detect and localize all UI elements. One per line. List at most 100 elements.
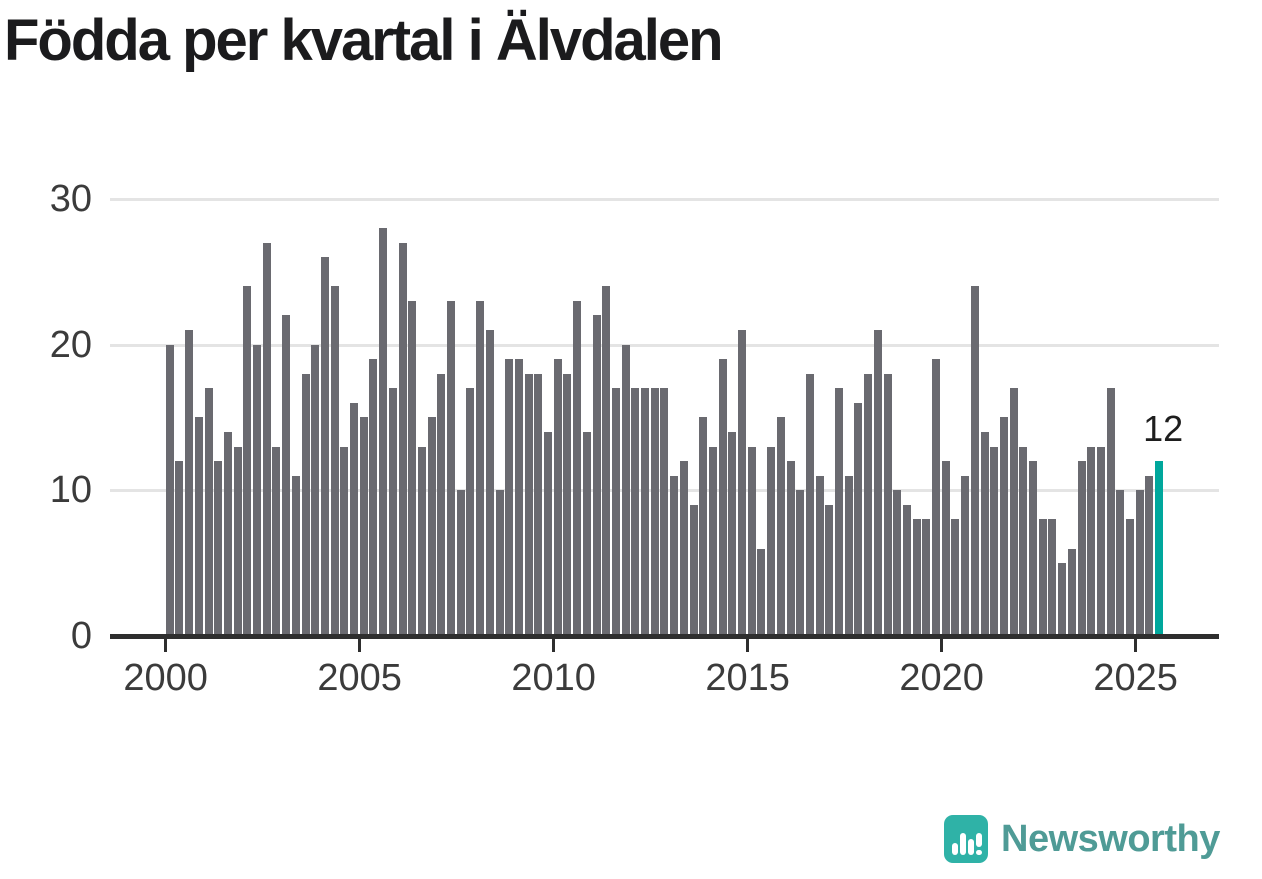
bar	[330, 286, 339, 636]
bar	[253, 344, 261, 636]
bar	[282, 315, 291, 636]
x-axis-tick-label: 2020	[899, 657, 984, 699]
bar	[1029, 461, 1037, 636]
bar	[388, 388, 397, 636]
bar	[1096, 446, 1105, 636]
newsworthy-logo[interactable]: Newsworthy	[944, 812, 1220, 866]
bar	[805, 373, 814, 636]
bar	[1048, 519, 1057, 636]
bar	[776, 417, 785, 636]
x-axis-tick-label: 2015	[705, 657, 790, 699]
bar	[175, 461, 184, 636]
bar	[757, 548, 766, 636]
bar	[679, 461, 688, 636]
bar	[214, 461, 223, 636]
chart-title: Födda per kvartal i Älvdalen	[4, 8, 724, 73]
bar	[932, 359, 940, 636]
bar	[990, 446, 999, 636]
y-axis-tick-label: 10	[49, 469, 92, 512]
bar	[1058, 563, 1067, 636]
bar	[970, 286, 979, 636]
bar	[544, 431, 552, 636]
bar	[1009, 388, 1018, 636]
bar	[922, 519, 931, 636]
bar	[747, 446, 756, 636]
bar	[641, 388, 649, 636]
bar	[912, 519, 921, 636]
bar	[447, 300, 455, 636]
bar	[1116, 490, 1125, 636]
y-gridline	[110, 197, 1219, 201]
bar	[699, 417, 708, 636]
bar	[272, 446, 281, 636]
bar	[534, 373, 543, 636]
x-axis-tick-label: 2025	[1093, 657, 1178, 699]
bar	[398, 242, 407, 636]
bar	[485, 329, 494, 636]
x-axis-tick-label: 2005	[317, 657, 402, 699]
bar	[563, 373, 572, 636]
bar	[1067, 548, 1076, 636]
x-axis-tick-mark	[164, 639, 168, 652]
bar	[592, 315, 601, 636]
bar	[844, 475, 853, 636]
bar	[369, 359, 378, 636]
bar	[359, 417, 368, 636]
x-axis-tick-mark	[552, 639, 556, 652]
x-axis-tick-label: 2000	[123, 657, 208, 699]
bar-chart-logo-icon	[944, 815, 988, 863]
bar	[514, 359, 523, 636]
bar	[194, 417, 203, 636]
bar	[456, 490, 465, 636]
y-axis-tick-label: 20	[49, 323, 92, 366]
bar	[873, 329, 882, 636]
bar	[718, 359, 727, 636]
bar	[204, 388, 213, 636]
bar	[650, 388, 659, 636]
bar	[233, 446, 242, 636]
bar	[1077, 461, 1086, 636]
bar	[738, 329, 746, 636]
bar	[825, 504, 834, 636]
bar	[301, 373, 310, 636]
bar	[815, 475, 824, 636]
bar	[379, 227, 388, 636]
bar	[796, 490, 805, 636]
y-axis-tick-label: 30	[49, 177, 92, 220]
bar	[1087, 446, 1096, 636]
bar	[864, 373, 873, 636]
x-axis-tick-mark	[746, 639, 750, 652]
bar	[854, 402, 863, 636]
bar	[951, 519, 960, 636]
bar	[311, 344, 320, 636]
bar	[835, 388, 843, 636]
bar	[902, 504, 911, 636]
bar	[243, 286, 252, 636]
bar	[767, 446, 776, 636]
bar	[1145, 475, 1154, 636]
bar	[291, 475, 300, 636]
bar	[427, 417, 436, 636]
bar	[524, 373, 533, 636]
x-axis-tick-mark	[358, 639, 362, 652]
highlighted-bar	[1155, 461, 1164, 636]
bar	[670, 475, 679, 636]
bar	[466, 388, 475, 636]
bar	[689, 504, 698, 636]
bar	[1106, 388, 1115, 636]
last-value-label: 12	[1143, 408, 1184, 450]
bar	[728, 431, 737, 636]
bar	[495, 490, 504, 636]
bar	[262, 242, 271, 636]
bar	[660, 388, 669, 636]
bar	[340, 446, 349, 636]
bar	[621, 344, 630, 636]
bar	[223, 431, 232, 636]
y-gridline	[110, 343, 1219, 347]
bar	[185, 329, 194, 636]
bar	[961, 475, 970, 636]
bar	[1019, 446, 1028, 636]
bar	[708, 446, 717, 636]
bar	[582, 431, 591, 636]
x-axis-line	[110, 634, 1219, 639]
